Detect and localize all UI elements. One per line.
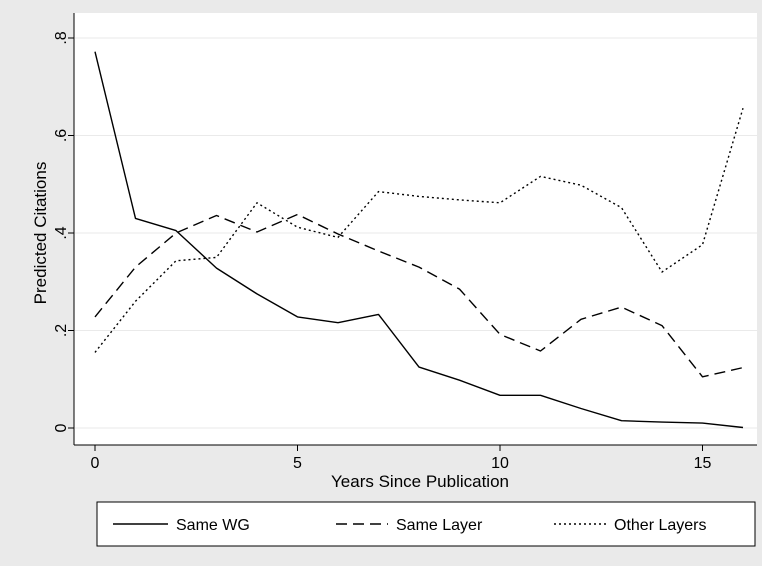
- y-tick-label: .6: [53, 129, 70, 142]
- plot-area: [74, 13, 757, 445]
- y-axis-label: Predicted Citations: [31, 162, 50, 305]
- series-line-1: [94, 213, 744, 378]
- x-tick-label: 10: [491, 455, 509, 472]
- legend-label-0: Same WG: [176, 517, 250, 534]
- legend-box: [96, 501, 756, 547]
- grid-lines: [75, 37, 757, 429]
- axes: [68, 13, 757, 451]
- y-tick-label: .8: [53, 31, 70, 44]
- legend-label-1: Same Layer: [396, 517, 483, 534]
- x-tick-label: 5: [293, 455, 302, 472]
- y-tick-label: 0: [53, 423, 70, 432]
- tick-labels: 0 .2 .4 .6 .8 0 5 10 15: [53, 31, 712, 472]
- x-axis-label: Years Since Publication: [331, 472, 509, 491]
- series-line-0: [94, 51, 744, 429]
- y-tick-label: .4: [53, 226, 70, 239]
- series-lines: [94, 51, 744, 429]
- legend-label-2: Other Layers: [614, 517, 706, 534]
- legend: Same WG Same Layer Other Layers: [96, 501, 756, 547]
- x-tick-label: 0: [91, 455, 100, 472]
- y-tick-label: .2: [53, 324, 70, 337]
- x-tick-label: 15: [694, 455, 712, 472]
